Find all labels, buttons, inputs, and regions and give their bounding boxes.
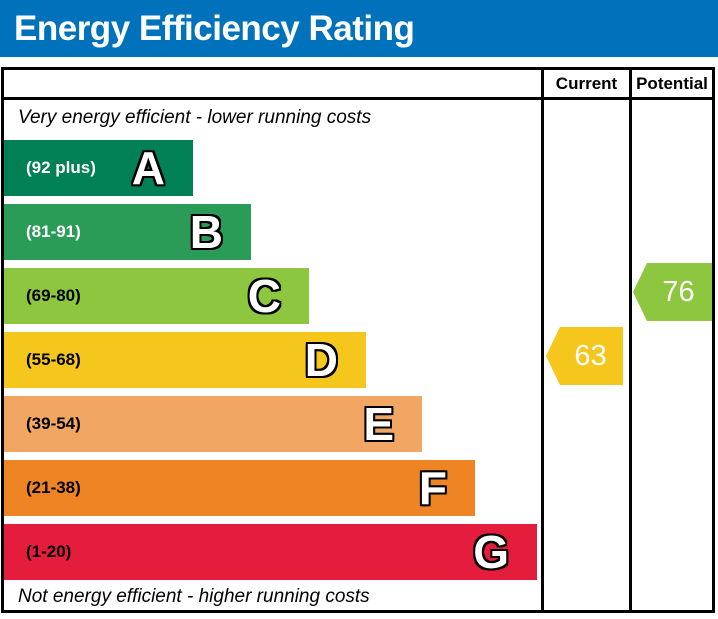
band-a: (92 plus) A [4,140,193,196]
potential-rating-arrow: 76 [633,263,712,321]
band-a-letter: A [131,142,165,194]
potential-rating-value: 76 [662,275,695,308]
current-column-header: Current [555,73,618,93]
chart-title: Energy Efficiency Rating [14,8,415,48]
chart-title-bar: Energy Efficiency Rating [0,0,718,57]
header-row-divider [4,97,712,100]
band-d-letter: D [304,334,338,386]
current-column-divider [541,70,544,610]
band-g-range-label: (1-20) [26,542,72,561]
band-c-letter: C [247,270,281,322]
band-b-letter: B [189,206,223,258]
band-d: (55-68) D [4,332,366,388]
band-e-range-label: (39-54) [26,414,81,433]
potential-column-divider [629,70,632,610]
top-note: Very energy efficient - lower running co… [18,107,372,128]
band-g: (1-20) G [4,524,537,580]
band-c-range-label: (69-80) [26,286,81,305]
band-c: (69-80) C [4,268,309,324]
current-rating-arrow: 63 [546,327,623,385]
band-f-range-label: (21-38) [26,478,81,497]
band-a-range-label: (92 plus) [26,158,96,177]
band-d-range-label: (55-68) [26,350,81,369]
current-rating-value: 63 [574,339,607,372]
band-f-letter: F [418,462,447,514]
bottom-note: Not energy efficient - higher running co… [18,586,370,607]
band-f: (21-38) F [4,460,475,516]
band-e: (39-54) E [4,396,422,452]
potential-column-header: Potential [636,73,708,93]
rating-table: Current Potential Very energy efficient … [1,67,715,613]
band-e-letter: E [363,398,394,450]
band-b: (81-91) B [4,204,251,260]
band-b-range-label: (81-91) [26,222,81,241]
band-g-letter: G [473,526,509,578]
